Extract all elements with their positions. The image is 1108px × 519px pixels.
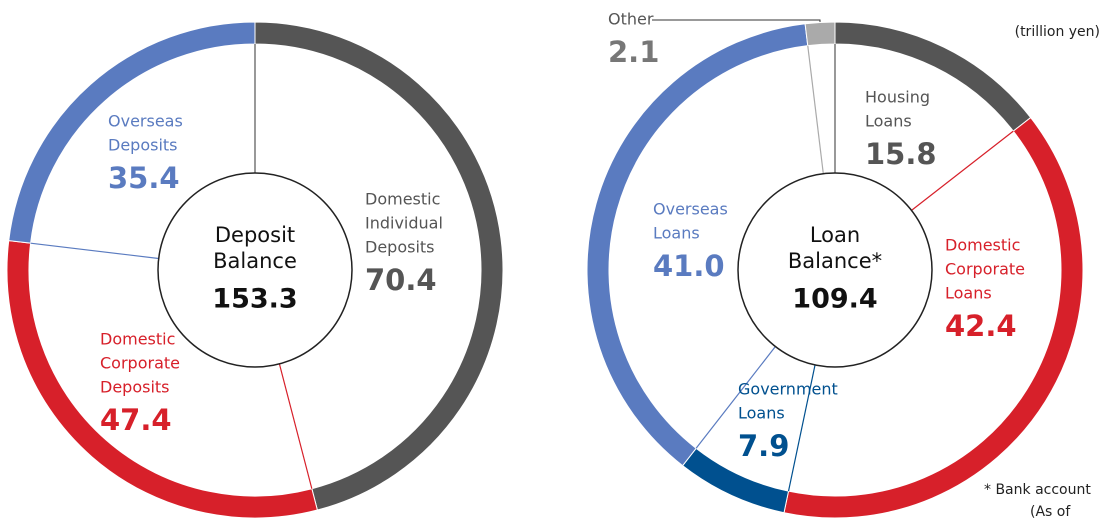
leader-line — [278, 363, 313, 489]
value-label: 70.4 — [365, 263, 437, 297]
pie-segment — [804, 21, 836, 47]
category-label: Loans — [653, 224, 700, 243]
category-label: Domestic — [945, 236, 1020, 255]
category-label: Deposits — [365, 238, 435, 257]
category-label: Other — [608, 10, 654, 29]
value-label: 7.9 — [738, 429, 789, 463]
value-label: 47.4 — [100, 403, 172, 437]
unit-note: (trillion yen) — [1015, 24, 1100, 40]
category-label: Domestic — [365, 190, 440, 209]
leader-line — [30, 242, 159, 260]
leader-line — [911, 130, 1014, 211]
leader-line — [787, 364, 816, 492]
leader-line — [807, 45, 824, 174]
value-label: 15.8 — [865, 137, 937, 171]
category-label: Government — [738, 380, 838, 399]
pie-segment — [8, 21, 256, 244]
center-label: Deposit — [215, 223, 295, 247]
category-label: Loans — [738, 404, 785, 423]
value-label: 2.1 — [608, 35, 659, 69]
footnote: (As of — [1030, 504, 1071, 519]
center-circle — [157, 172, 353, 368]
category-label: Overseas — [653, 200, 728, 219]
center-label: Balance* — [788, 249, 882, 273]
value-label: 42.4 — [945, 309, 1017, 343]
category-label: Corporate — [945, 260, 1025, 279]
category-label: Overseas — [108, 112, 183, 131]
center-circle — [737, 172, 933, 368]
center-total: 109.4 — [792, 284, 877, 315]
category-label: Loans — [865, 112, 912, 131]
category-label: Corporate — [100, 354, 180, 373]
category-label: Housing — [865, 88, 930, 107]
category-label: Loans — [945, 284, 992, 303]
category-label: Individual — [365, 214, 443, 233]
value-label: 35.4 — [108, 161, 180, 195]
footnote: * Bank account — [984, 482, 1091, 498]
category-label: Deposits — [108, 136, 178, 155]
leader-line — [695, 346, 776, 449]
category-label: Deposits — [100, 378, 170, 397]
center-label: Loan — [810, 223, 860, 247]
category-label: Domestic — [100, 330, 175, 349]
center-label: Balance — [213, 249, 297, 273]
value-label: 41.0 — [653, 249, 725, 283]
center-total: 153.3 — [212, 284, 297, 315]
